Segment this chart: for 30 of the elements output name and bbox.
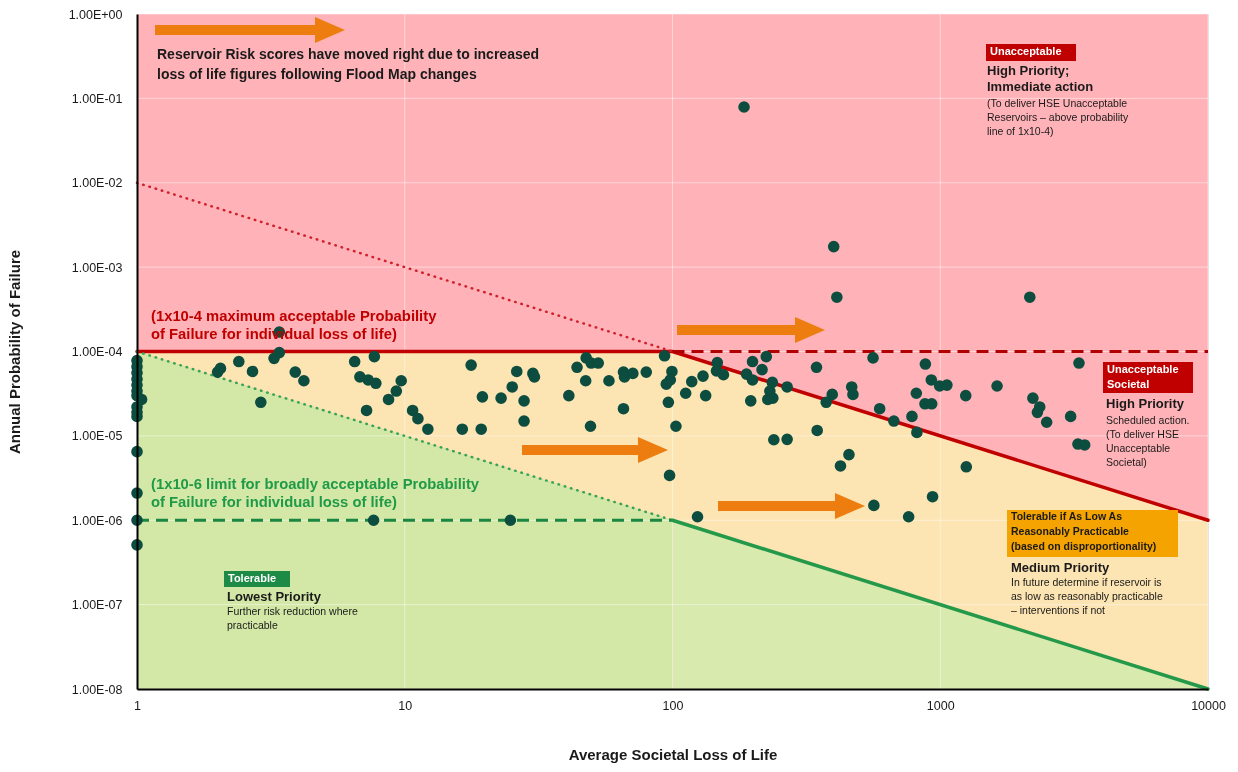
annotation: Lowest Priority: [227, 589, 322, 604]
x-axis-title: Average Societal Loss of Life: [568, 746, 778, 763]
annotation: Unacceptable Societal: [1107, 363, 1179, 390]
annotation: Further risk reduction where practicable: [227, 605, 358, 631]
annotation: In future determine if reservoir is as low as reasonably practicable – interventions if not: [1011, 576, 1163, 616]
annotation: High Priority; Immediate action: [987, 63, 1094, 94]
annotation: Tolerable: [228, 572, 277, 584]
annotation: High Priority: [1106, 396, 1185, 411]
x-tick-label: 1: [134, 698, 142, 713]
annotation: Unacceptable: [990, 45, 1062, 57]
y-axis-title: Annual Probability of Failure: [5, 249, 23, 455]
x-tick-label: 10: [398, 698, 413, 713]
x-tick-label: 1000: [926, 698, 955, 713]
x-tick-label: 100: [662, 698, 684, 713]
y-tick-label: 1.00E-01: [71, 91, 123, 106]
annotation: Reservoir Risk scores have moved right due to increased loss of life figures following Flood Map changes: [157, 46, 540, 82]
annotation: Medium Priority: [1011, 560, 1111, 575]
x-tick-label: 10000: [1191, 698, 1226, 713]
y-tick-label: 1.00E-05: [71, 429, 123, 444]
annotation: (1x10-6 limit for broadly acceptable Probability of Failure for individual loss of life): [151, 476, 480, 510]
y-tick-label: 1.00E-02: [71, 176, 123, 191]
y-tick-label: 1.00E+00: [68, 7, 123, 22]
annotation: Tolerable if As Low As Reasonably Practicable (based on disproportionality): [1011, 510, 1157, 552]
y-tick-label: 1.00E-06: [71, 513, 123, 528]
annotation: Scheduled action. (To deliver HSE Unacceptable Societal): [1106, 414, 1190, 468]
y-tick-label: 1.00E-08: [71, 682, 123, 697]
y-tick-label: 1.00E-07: [71, 598, 123, 613]
y-tick-label: 1.00E-04: [71, 345, 123, 359]
annotation: (To deliver HSE Unacceptable Reservoirs – above probability line of 1x10-4): [987, 97, 1129, 137]
y-tick-label: 1.00E-03: [71, 260, 123, 275]
